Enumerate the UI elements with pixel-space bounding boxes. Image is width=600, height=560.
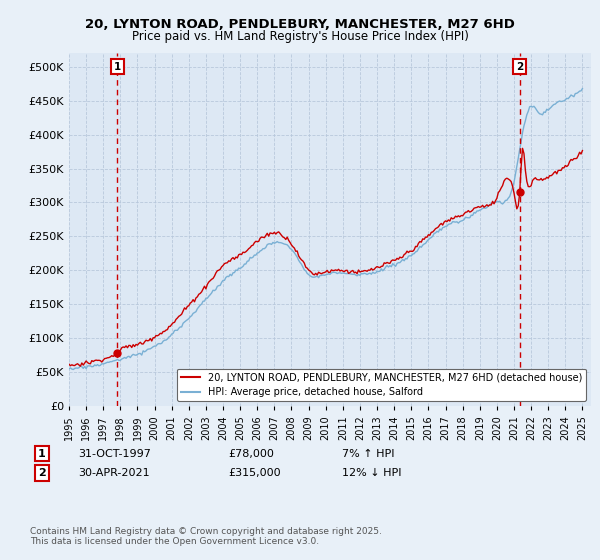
Text: Price paid vs. HM Land Registry's House Price Index (HPI): Price paid vs. HM Land Registry's House … (131, 30, 469, 43)
Text: 12% ↓ HPI: 12% ↓ HPI (342, 468, 401, 478)
Text: 20, LYNTON ROAD, PENDLEBURY, MANCHESTER, M27 6HD: 20, LYNTON ROAD, PENDLEBURY, MANCHESTER,… (85, 18, 515, 31)
Text: 1: 1 (38, 449, 46, 459)
Legend: 20, LYNTON ROAD, PENDLEBURY, MANCHESTER, M27 6HD (detached house), HPI: Average : 20, LYNTON ROAD, PENDLEBURY, MANCHESTER,… (177, 368, 586, 401)
Text: £78,000: £78,000 (228, 449, 274, 459)
Text: 2: 2 (38, 468, 46, 478)
Text: 7% ↑ HPI: 7% ↑ HPI (342, 449, 395, 459)
Text: 31-OCT-1997: 31-OCT-1997 (78, 449, 151, 459)
Text: 30-APR-2021: 30-APR-2021 (78, 468, 149, 478)
Text: £315,000: £315,000 (228, 468, 281, 478)
Text: Contains HM Land Registry data © Crown copyright and database right 2025.
This d: Contains HM Land Registry data © Crown c… (30, 526, 382, 546)
Text: 2: 2 (516, 62, 523, 72)
Text: 1: 1 (114, 62, 121, 72)
